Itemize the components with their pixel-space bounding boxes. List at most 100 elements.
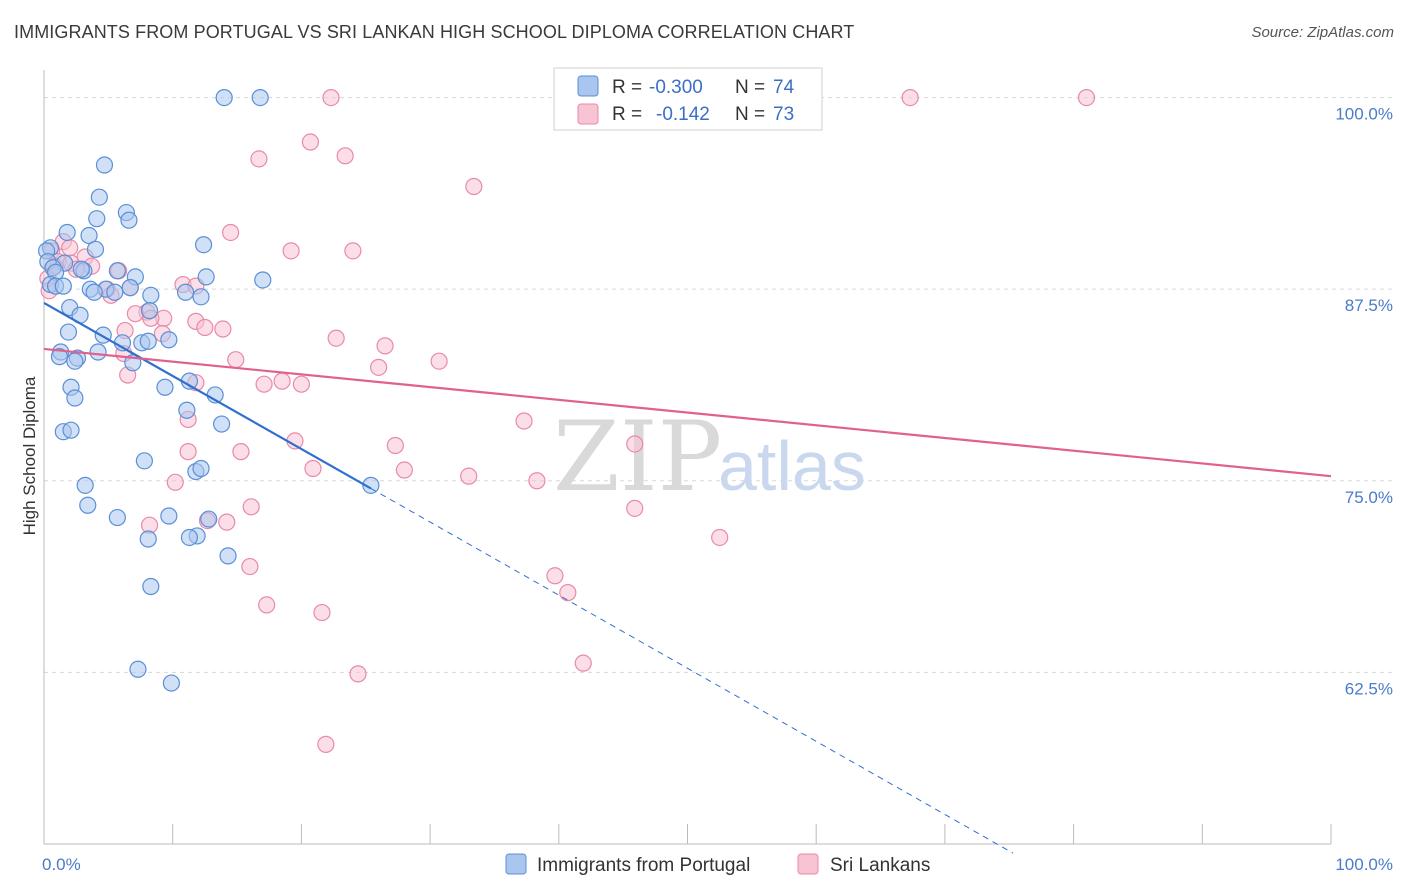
point-portugal xyxy=(192,288,210,306)
point-portugal xyxy=(178,401,196,419)
point-sri-lankans xyxy=(166,473,184,491)
point-sri-lankans xyxy=(349,665,367,683)
point-sri-lankans xyxy=(258,596,276,614)
point-portugal xyxy=(79,496,97,514)
point-portugal xyxy=(129,660,147,678)
point-sri-lankans xyxy=(241,557,259,576)
point-sri-lankans xyxy=(626,435,644,453)
point-sri-lankans xyxy=(386,436,404,455)
x-tick-label-min: 0.0% xyxy=(42,855,81,874)
point-sri-lankans xyxy=(304,459,322,478)
point-portugal xyxy=(219,547,237,565)
point-sri-lankans xyxy=(255,375,273,393)
series-portugal xyxy=(37,88,380,692)
point-portugal xyxy=(121,279,139,297)
point-portugal xyxy=(66,352,84,370)
point-sri-lankans xyxy=(626,499,644,517)
legend-box xyxy=(553,67,823,131)
watermark: ZIP atlas xyxy=(553,401,866,513)
x-ticks xyxy=(43,824,1332,844)
point-sri-lankans xyxy=(344,242,362,260)
y-tick-label: 62.5% xyxy=(1345,679,1393,698)
legend-n-label-srilanka: N = xyxy=(735,104,765,125)
legend-swatch-portugal xyxy=(577,75,599,97)
point-sri-lankans xyxy=(376,337,394,355)
point-portugal xyxy=(86,240,105,258)
y-tick-labels: 62.5% 75.0% 87.5% 100.0% xyxy=(1335,105,1393,699)
y-tick-label: 100.0% xyxy=(1335,105,1393,124)
y-tick-label: 87.5% xyxy=(1345,296,1393,315)
point-portugal xyxy=(160,507,178,525)
point-portugal xyxy=(76,476,94,494)
legend-n-label-portugal: N = xyxy=(735,77,765,98)
point-sri-lankans xyxy=(528,472,546,490)
point-sri-lankans xyxy=(242,498,260,516)
legend-r-label-portugal: R = xyxy=(612,77,642,98)
legend-r-label-srilanka: R = xyxy=(612,104,642,125)
point-sri-lankans xyxy=(1077,88,1096,107)
point-portugal xyxy=(89,343,107,361)
point-portugal xyxy=(251,88,269,107)
point-sri-lankans xyxy=(370,358,388,376)
chart-title: IMMIGRANTS FROM PORTUGAL VS SRI LANKAN H… xyxy=(14,22,855,42)
point-portugal xyxy=(120,211,138,229)
point-portugal xyxy=(85,283,103,301)
point-portugal xyxy=(59,323,78,341)
point-sri-lankans xyxy=(313,603,331,622)
trend-line-portugal-extension xyxy=(370,487,1014,854)
point-sri-lankans xyxy=(901,88,919,107)
point-portugal xyxy=(142,286,160,304)
point-sri-lankans xyxy=(227,351,245,369)
point-sri-lankans xyxy=(317,735,335,753)
point-portugal xyxy=(106,283,124,301)
point-portugal xyxy=(62,421,80,439)
point-sri-lankans xyxy=(460,467,478,485)
point-sri-lankans xyxy=(126,305,144,323)
source-note: Source: ZipAtlas.com xyxy=(1251,24,1394,41)
bottom-legend-swatch-portugal xyxy=(505,853,527,875)
point-portugal xyxy=(156,378,174,396)
point-portugal xyxy=(135,452,153,470)
x-tick-label-max: 100.0% xyxy=(1335,855,1393,874)
point-sri-lankans xyxy=(322,88,340,107)
point-sri-lankans xyxy=(250,150,268,168)
point-sri-lankans xyxy=(282,242,300,260)
watermark-atlas: atlas xyxy=(718,427,866,505)
point-portugal xyxy=(80,226,98,245)
bottom-legend: Immigrants from Portugal Sri Lankans xyxy=(505,853,930,876)
point-portugal xyxy=(192,459,210,478)
point-portugal xyxy=(88,210,106,228)
point-portugal xyxy=(108,262,126,280)
point-portugal xyxy=(176,283,195,301)
point-sri-lankans xyxy=(546,567,564,585)
point-portugal xyxy=(58,223,76,242)
point-sri-lankans xyxy=(214,320,232,338)
point-portugal xyxy=(50,348,69,366)
point-sri-lankans xyxy=(430,352,448,370)
point-sri-lankans xyxy=(196,318,214,337)
point-sri-lankans xyxy=(292,375,310,393)
point-portugal xyxy=(139,530,157,548)
point-portugal xyxy=(54,277,72,295)
point-portugal xyxy=(95,156,114,174)
point-sri-lankans xyxy=(395,461,413,479)
legend-n-value-portugal: 74 xyxy=(773,77,795,98)
point-portugal xyxy=(200,510,218,528)
point-sri-lankans xyxy=(327,329,345,347)
point-sri-lankans xyxy=(559,584,577,602)
legend-n-value-srilanka: 73 xyxy=(773,104,794,125)
correlation-legend: R = -0.300 N = 74 R = -0.142 N = 73 xyxy=(553,67,823,131)
point-portugal xyxy=(160,331,178,349)
point-sri-lankans xyxy=(336,147,354,165)
watermark-zip: ZIP xyxy=(553,401,722,513)
point-portugal xyxy=(215,88,233,107)
trend-line-portugal xyxy=(43,302,372,490)
point-sri-lankans xyxy=(222,223,240,242)
bottom-legend-label-srilanka: Sri Lankans xyxy=(830,855,930,876)
point-portugal xyxy=(194,236,213,254)
point-sri-lankans xyxy=(273,372,291,390)
point-sri-lankans xyxy=(61,239,79,257)
point-portugal xyxy=(197,268,215,286)
trend-line-sri-lankans xyxy=(43,347,1332,478)
y-tick-label: 75.0% xyxy=(1345,488,1393,507)
